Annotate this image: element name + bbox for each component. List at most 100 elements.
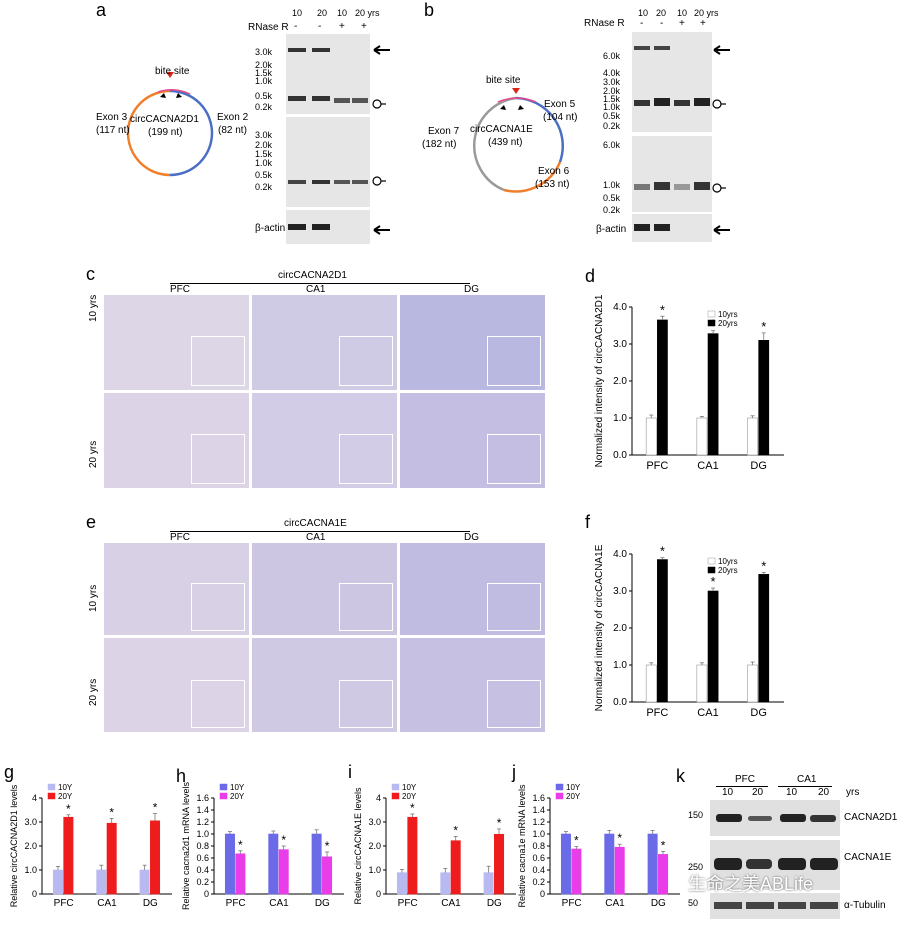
marker: 1.5k — [255, 68, 273, 78]
marker: 3.0k — [255, 47, 273, 57]
marker: 2.0k — [603, 86, 621, 96]
bar — [696, 417, 708, 456]
y-tick-label: 0 — [376, 889, 381, 899]
bar — [657, 559, 668, 703]
significance-star: * — [660, 544, 665, 559]
micrograph — [104, 295, 249, 390]
bar — [747, 417, 758, 456]
panel-e-rule — [170, 531, 470, 532]
micrograph — [252, 638, 397, 732]
blot-lane: 10 — [786, 787, 798, 798]
bar — [224, 833, 235, 895]
bar — [758, 574, 770, 703]
chart-h: 0 0.2 0.4 0.6 0.8 1.0 1.2 1.4 1.6 Relative cacna2… — [181, 781, 344, 910]
panel-c-letter: c — [86, 264, 95, 284]
x-tick-label: PFC — [398, 898, 418, 909]
bar — [657, 319, 668, 456]
x-tick-label: DG — [750, 707, 767, 719]
legend-swatch — [47, 783, 56, 791]
row-label: 20 yrs — [88, 678, 99, 706]
circ-name-b: circCACNA1E — [470, 124, 533, 135]
blot-marker: 250 — [688, 862, 704, 872]
significance-star: * — [153, 801, 158, 815]
legend-label: 20Y — [58, 792, 73, 801]
y-axis-label: Normalized intensity of circCACNA2D1 — [594, 294, 605, 467]
x-tick-label: CA1 — [697, 707, 718, 719]
blot-lane: 20 — [752, 787, 764, 798]
micrograph — [252, 543, 397, 635]
x-tick-label: CA1 — [605, 898, 625, 909]
bar — [150, 820, 161, 895]
bar — [322, 856, 333, 895]
actin-label-a: β-actin — [255, 223, 286, 234]
y-tick-label: 4.0 — [613, 549, 627, 560]
bar — [604, 833, 615, 895]
marker: 0.5k — [603, 193, 621, 203]
y-tick-label: 0.4 — [532, 865, 545, 875]
rnase-sign: + — [361, 21, 367, 32]
arrowhead-icon — [176, 93, 182, 98]
rnase-sign: - — [640, 18, 644, 29]
x-tick-label: CA1 — [269, 898, 289, 909]
x-tick-label: PFC — [54, 898, 74, 909]
legend-swatch — [47, 792, 56, 800]
x-tick-label: DG — [315, 898, 330, 909]
bar — [707, 333, 719, 456]
bar — [139, 869, 150, 895]
bar — [560, 833, 571, 895]
lane-header: 10 — [337, 8, 348, 18]
panel-a-letter: a — [96, 0, 107, 20]
legend-swatch — [707, 319, 716, 327]
marker: 0.5k — [255, 170, 273, 180]
legend-label: 10yrs — [718, 310, 738, 319]
legend-label: 10yrs — [718, 557, 738, 566]
marker: 4.0k — [603, 68, 621, 78]
micrograph — [104, 543, 249, 635]
marker: 1.0k — [255, 158, 273, 168]
marker: 0.2k — [603, 121, 621, 131]
significance-star: * — [617, 831, 622, 845]
y-tick-label: 0.2 — [532, 877, 545, 887]
marker: 2.0k — [255, 60, 273, 70]
y-tick-label: 1.6 — [532, 793, 545, 803]
bar — [707, 590, 719, 703]
legend-swatch — [391, 783, 400, 791]
y-tick-label: 1.6 — [196, 793, 209, 803]
legend-label: 10Y — [58, 783, 73, 792]
bar — [450, 840, 461, 895]
bite-site-marker-icon — [166, 72, 174, 78]
chart-j: 0 0.2 0.4 0.6 0.8 1.0 1.2 1.4 1.6 Relative cacna1… — [517, 783, 680, 909]
bar — [268, 833, 279, 895]
legend-label: 20yrs — [718, 566, 738, 575]
y-tick-label: 1.2 — [532, 817, 545, 827]
lane-header: 20 — [656, 8, 667, 18]
panel-b-letter: b — [424, 0, 435, 20]
marker: 0.5k — [603, 111, 621, 121]
blot-cacna1e — [710, 840, 840, 890]
x-tick-label: CA1 — [97, 898, 117, 909]
bar — [658, 854, 669, 895]
bar — [407, 816, 418, 895]
exon-right-a: Exon 2 — [217, 112, 249, 123]
exon-left-len-a: (117 nt) — [96, 125, 130, 136]
significance-star: * — [238, 838, 243, 852]
panel-c-title: circCACNA2D1 — [278, 270, 347, 281]
blot-band-label: α-Tubulin — [844, 900, 886, 911]
significance-star: * — [66, 802, 71, 816]
exon-bottom-len-b: (153 nt) — [535, 179, 570, 190]
y-tick-label: 1.0 — [24, 865, 37, 875]
bar — [311, 833, 322, 895]
col-label: DG — [464, 284, 479, 295]
x-tick-label: DG — [487, 898, 502, 909]
significance-star: * — [661, 838, 666, 852]
panel-c-rule — [170, 283, 470, 284]
bite-site-label-b: bite site — [486, 75, 521, 86]
y-tick-label: 1.0 — [368, 865, 381, 875]
significance-star: * — [761, 559, 766, 574]
gel-top-b — [632, 32, 712, 132]
exon-right-len-b: (104 nt) — [543, 112, 578, 123]
legend-swatch — [219, 792, 228, 800]
y-axis-label: Relative circCACNA1E levels — [353, 787, 363, 905]
panel-f-letter: f — [585, 512, 591, 532]
y-tick-label: 1.0 — [613, 660, 627, 671]
